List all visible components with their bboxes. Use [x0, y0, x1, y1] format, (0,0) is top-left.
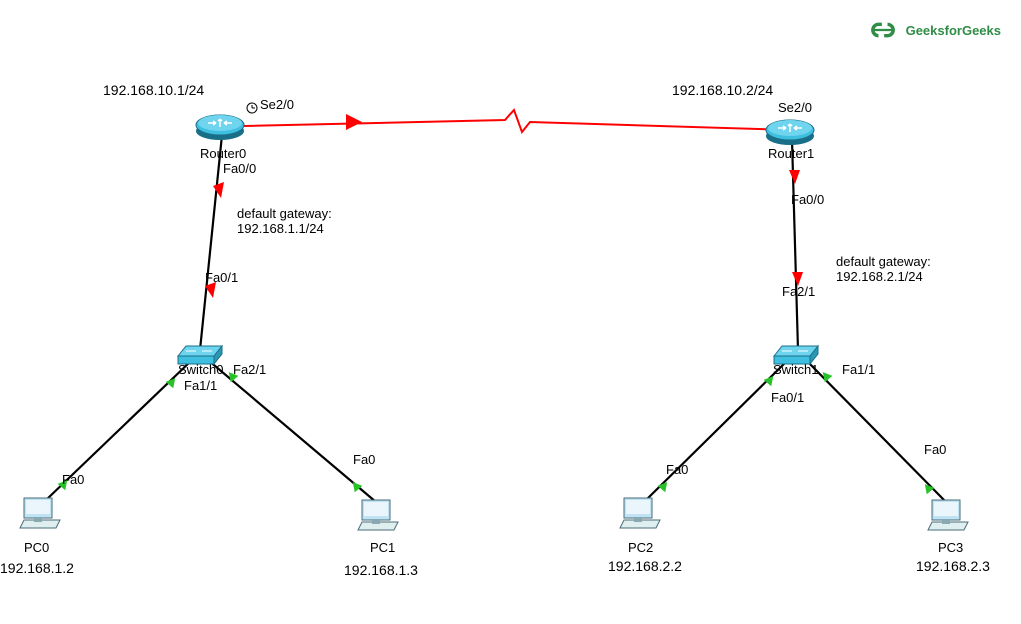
link-r0-sw0 — [200, 135, 222, 350]
r1-wan-ip: 192.168.10.2/24 — [672, 82, 773, 98]
ethernet-links — [46, 135, 946, 502]
pc2-icon — [620, 498, 660, 528]
link-sw1-pc3 — [806, 360, 946, 502]
pc3-name: PC3 — [938, 540, 963, 555]
pc2-ip: 192.168.2.2 — [608, 558, 682, 574]
clock-icon — [247, 103, 257, 113]
pc3-ip: 192.168.2.3 — [916, 558, 990, 574]
pc3-icon — [928, 500, 968, 530]
r0-fa00-port: Fa0/0 — [223, 161, 256, 176]
switch0-name: Switch0 — [178, 362, 224, 377]
switch1-name: Switch1 — [773, 362, 819, 377]
r1-sw-port: Fa2/1 — [782, 284, 815, 299]
r0-se-port: Se2/0 — [260, 97, 294, 112]
link-r1-sw1 — [792, 140, 798, 350]
sw0-fa21-port: Fa2/1 — [233, 362, 266, 377]
network-diagram-canvas: GeeksforGeeks — [0, 0, 1021, 624]
link-sw0-pc1 — [208, 360, 376, 502]
pc0-ip: 192.168.1.2 — [0, 560, 74, 576]
gfg-logo-icon — [866, 20, 900, 40]
gateway-left-label: default gateway: 192.168.1.1/24 — [237, 206, 332, 236]
r0-wan-ip: 192.168.10.1/24 — [103, 82, 204, 98]
gfg-logo-text: GeeksforGeeks — [906, 23, 1001, 38]
router1-icon — [766, 120, 814, 145]
serial-link-r0-r1 — [244, 110, 790, 132]
pc1-name: PC1 — [370, 540, 395, 555]
pc0-icon — [20, 498, 60, 528]
pc1-fa0-port: Fa0 — [353, 452, 375, 467]
gfg-logo: GeeksforGeeks — [866, 20, 1001, 40]
pc2-fa0-port: Fa0 — [666, 462, 688, 477]
link-sw1-pc2 — [646, 360, 788, 500]
pc1-icon — [358, 500, 398, 530]
r0-sw-port: Fa0/1 — [205, 270, 238, 285]
gateway-right-label: default gateway: 192.168.2.1/24 — [836, 254, 931, 284]
pc3-fa0-port: Fa0 — [924, 442, 946, 457]
pc2-name: PC2 — [628, 540, 653, 555]
pc0-fa0-port: Fa0 — [62, 472, 84, 487]
pc1-ip: 192.168.1.3 — [344, 562, 418, 578]
router0-name: Router0 — [200, 146, 246, 161]
router1-name: Router1 — [768, 146, 814, 161]
router0-icon — [196, 115, 244, 140]
sw0-fa11-port: Fa1/1 — [184, 378, 217, 393]
sw1-fa11-port: Fa1/1 — [842, 362, 875, 377]
r1-fa00-port: Fa0/0 — [791, 192, 824, 207]
pc0-name: PC0 — [24, 540, 49, 555]
r1-se-port: Se2/0 — [778, 100, 812, 115]
sw1-fa01-port: Fa0/1 — [771, 390, 804, 405]
